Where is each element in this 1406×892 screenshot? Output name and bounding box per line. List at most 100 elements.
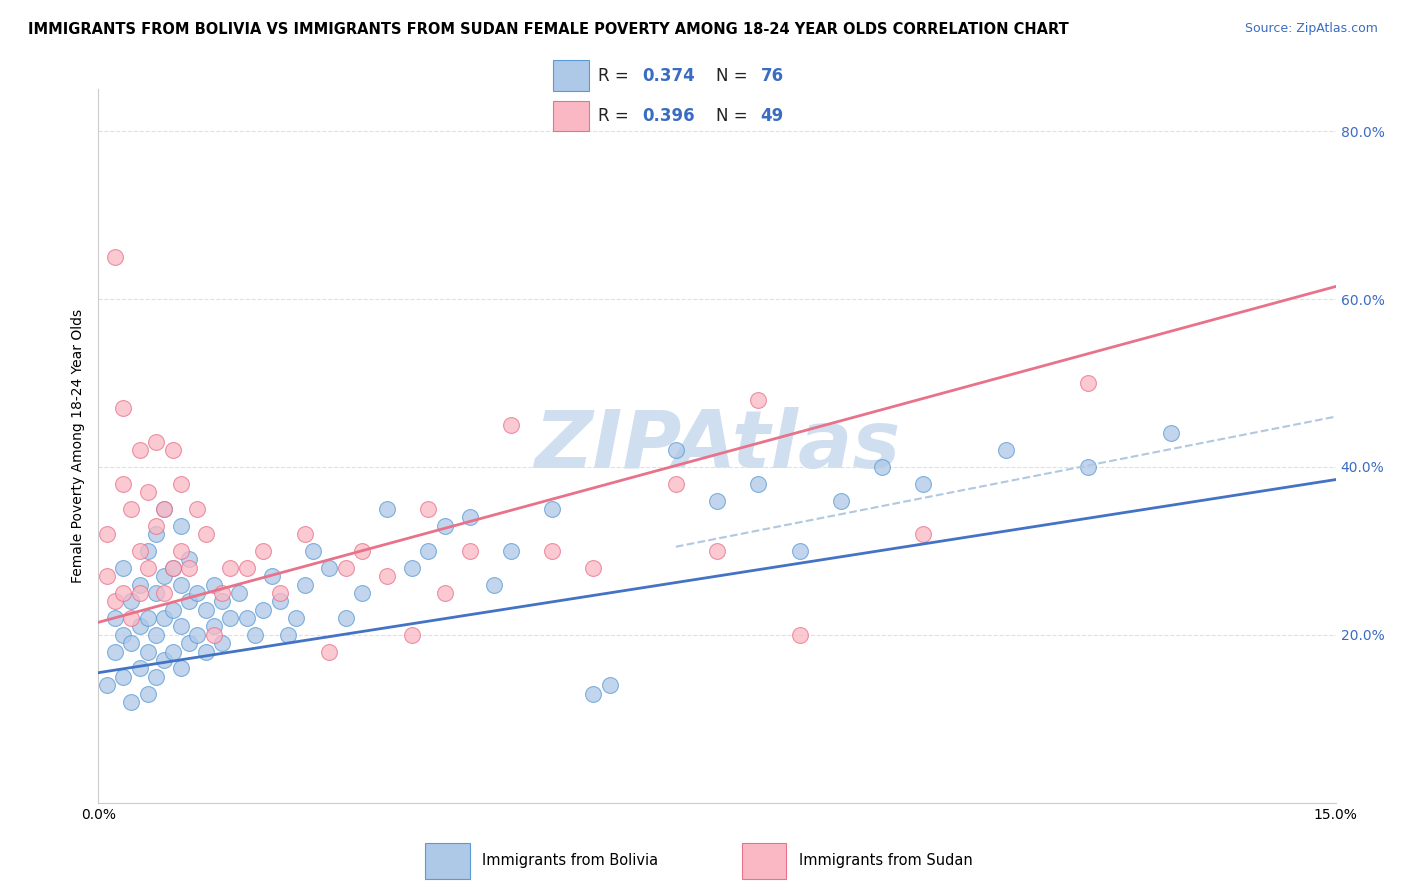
Point xyxy=(252,544,274,558)
Point xyxy=(499,417,522,432)
Point xyxy=(277,628,299,642)
Point xyxy=(211,586,233,600)
Point xyxy=(194,527,217,541)
Point xyxy=(228,586,250,600)
Point xyxy=(170,518,193,533)
Point xyxy=(162,560,184,574)
Point xyxy=(418,544,440,558)
Point xyxy=(318,645,340,659)
Text: 49: 49 xyxy=(761,107,785,125)
Point xyxy=(120,594,142,608)
Point xyxy=(128,577,150,591)
Point xyxy=(120,636,142,650)
Point xyxy=(401,560,423,574)
Text: Immigrants from Bolivia: Immigrants from Bolivia xyxy=(482,854,658,868)
Text: 76: 76 xyxy=(761,68,783,86)
Point xyxy=(194,603,217,617)
Point xyxy=(179,594,201,608)
Point xyxy=(789,544,811,558)
Point xyxy=(145,527,167,541)
Point xyxy=(128,586,150,600)
Text: Source: ZipAtlas.com: Source: ZipAtlas.com xyxy=(1244,22,1378,36)
Point xyxy=(162,560,184,574)
Point xyxy=(499,544,522,558)
Point xyxy=(418,502,440,516)
Point xyxy=(104,611,127,625)
Point xyxy=(706,493,728,508)
Point xyxy=(153,502,176,516)
Point xyxy=(202,619,225,633)
Point xyxy=(170,661,193,675)
Point xyxy=(170,577,193,591)
Y-axis label: Female Poverty Among 18-24 Year Olds: Female Poverty Among 18-24 Year Olds xyxy=(72,309,86,583)
Point xyxy=(375,569,398,583)
Point xyxy=(335,611,357,625)
Point xyxy=(153,502,176,516)
Point xyxy=(219,611,242,625)
Point xyxy=(375,502,398,516)
Point xyxy=(541,502,564,516)
Point xyxy=(136,645,159,659)
Point xyxy=(789,628,811,642)
Text: IMMIGRANTS FROM BOLIVIA VS IMMIGRANTS FROM SUDAN FEMALE POVERTY AMONG 18-24 YEAR: IMMIGRANTS FROM BOLIVIA VS IMMIGRANTS FR… xyxy=(28,22,1069,37)
Point xyxy=(318,560,340,574)
Point xyxy=(153,586,176,600)
Point xyxy=(236,560,259,574)
Text: N =: N = xyxy=(716,107,752,125)
Point xyxy=(104,250,127,264)
Point xyxy=(285,611,308,625)
Text: 0.374: 0.374 xyxy=(643,68,696,86)
Point xyxy=(120,611,142,625)
Text: R =: R = xyxy=(598,107,634,125)
Point xyxy=(1160,426,1182,441)
Text: N =: N = xyxy=(716,68,752,86)
Point xyxy=(211,594,233,608)
Point xyxy=(170,544,193,558)
Point xyxy=(162,443,184,458)
Point xyxy=(582,560,605,574)
Text: ZIPAtlas: ZIPAtlas xyxy=(534,407,900,485)
Point xyxy=(145,628,167,642)
Point xyxy=(1077,460,1099,475)
Point xyxy=(352,544,374,558)
Point xyxy=(153,653,176,667)
Point xyxy=(145,670,167,684)
Point xyxy=(219,560,242,574)
Point xyxy=(128,619,150,633)
Point xyxy=(128,443,150,458)
Point xyxy=(665,476,688,491)
Point xyxy=(665,443,688,458)
Point xyxy=(128,661,150,675)
Point xyxy=(541,544,564,558)
Point xyxy=(912,476,935,491)
Point xyxy=(145,586,167,600)
Point xyxy=(194,645,217,659)
Point xyxy=(179,636,201,650)
Point xyxy=(433,518,456,533)
Point xyxy=(136,687,159,701)
Point xyxy=(136,544,159,558)
Point xyxy=(912,527,935,541)
Point xyxy=(112,586,135,600)
Point xyxy=(96,678,118,692)
Point xyxy=(104,645,127,659)
Point xyxy=(112,628,135,642)
Point xyxy=(136,485,159,500)
Point xyxy=(458,544,481,558)
Point xyxy=(128,544,150,558)
Point xyxy=(202,628,225,642)
Point xyxy=(870,460,893,475)
Point xyxy=(260,569,283,583)
Point xyxy=(401,628,423,642)
Point xyxy=(1077,376,1099,390)
Point xyxy=(120,695,142,709)
Point xyxy=(153,611,176,625)
Point xyxy=(120,502,142,516)
Point xyxy=(112,476,135,491)
Point xyxy=(747,476,769,491)
Point xyxy=(706,544,728,558)
FancyBboxPatch shape xyxy=(553,61,589,91)
Point xyxy=(136,560,159,574)
Point xyxy=(96,569,118,583)
Point xyxy=(145,434,167,449)
